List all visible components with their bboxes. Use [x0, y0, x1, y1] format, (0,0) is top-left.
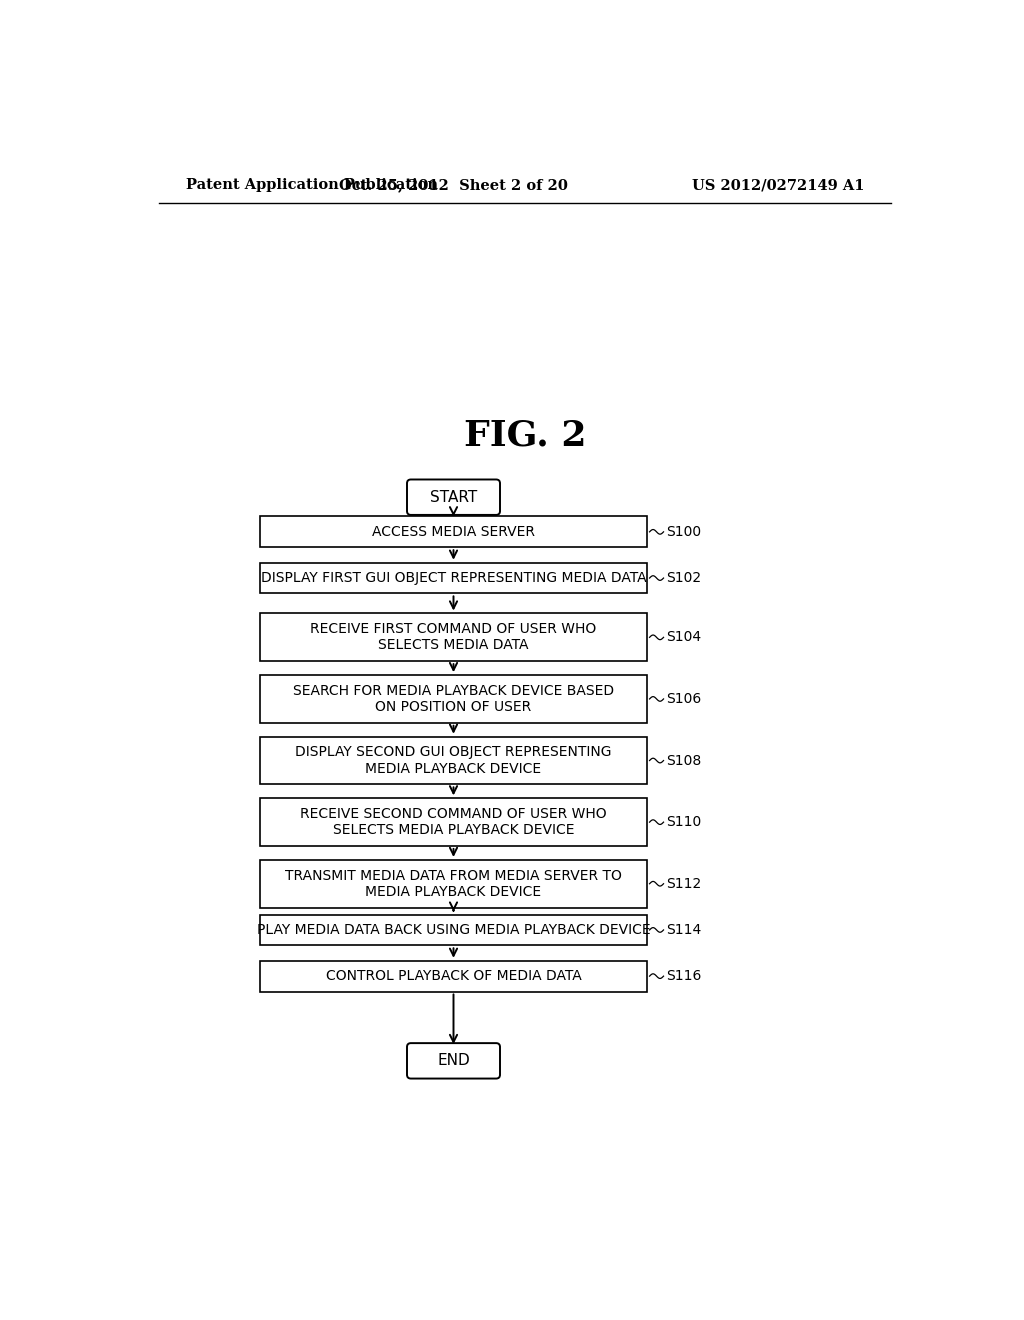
- Text: S114: S114: [666, 923, 701, 937]
- Text: Patent Application Publication: Patent Application Publication: [186, 178, 438, 193]
- Text: S108: S108: [666, 754, 701, 767]
- Text: START: START: [430, 490, 477, 504]
- Text: Oct. 25, 2012  Sheet 2 of 20: Oct. 25, 2012 Sheet 2 of 20: [339, 178, 568, 193]
- Text: S106: S106: [666, 692, 701, 706]
- Text: RECEIVE FIRST COMMAND OF USER WHO
SELECTS MEDIA DATA: RECEIVE FIRST COMMAND OF USER WHO SELECT…: [310, 622, 597, 652]
- FancyBboxPatch shape: [260, 562, 647, 594]
- Text: PLAY MEDIA DATA BACK USING MEDIA PLAYBACK DEVICE: PLAY MEDIA DATA BACK USING MEDIA PLAYBAC…: [257, 923, 650, 937]
- Text: FIG. 2: FIG. 2: [464, 418, 586, 453]
- FancyBboxPatch shape: [260, 859, 647, 908]
- Text: TRANSMIT MEDIA DATA FROM MEDIA SERVER TO
MEDIA PLAYBACK DEVICE: TRANSMIT MEDIA DATA FROM MEDIA SERVER TO…: [285, 869, 622, 899]
- Text: DISPLAY FIRST GUI OBJECT REPRESENTING MEDIA DATA: DISPLAY FIRST GUI OBJECT REPRESENTING ME…: [261, 572, 646, 585]
- Text: RECEIVE SECOND COMMAND OF USER WHO
SELECTS MEDIA PLAYBACK DEVICE: RECEIVE SECOND COMMAND OF USER WHO SELEC…: [300, 807, 607, 837]
- Text: S102: S102: [666, 572, 701, 585]
- FancyBboxPatch shape: [260, 799, 647, 846]
- Text: S110: S110: [666, 816, 701, 829]
- FancyBboxPatch shape: [407, 1043, 500, 1078]
- Text: S100: S100: [666, 525, 701, 539]
- Text: END: END: [437, 1053, 470, 1068]
- FancyBboxPatch shape: [260, 961, 647, 991]
- FancyBboxPatch shape: [260, 675, 647, 723]
- FancyBboxPatch shape: [260, 516, 647, 548]
- Text: ACCESS MEDIA SERVER: ACCESS MEDIA SERVER: [372, 525, 535, 539]
- FancyBboxPatch shape: [260, 915, 647, 945]
- FancyBboxPatch shape: [260, 737, 647, 784]
- Text: SEARCH FOR MEDIA PLAYBACK DEVICE BASED
ON POSITION OF USER: SEARCH FOR MEDIA PLAYBACK DEVICE BASED O…: [293, 684, 614, 714]
- Text: S112: S112: [666, 876, 701, 891]
- Text: S116: S116: [666, 969, 701, 983]
- FancyBboxPatch shape: [260, 614, 647, 661]
- Text: CONTROL PLAYBACK OF MEDIA DATA: CONTROL PLAYBACK OF MEDIA DATA: [326, 969, 582, 983]
- FancyBboxPatch shape: [407, 479, 500, 515]
- Text: US 2012/0272149 A1: US 2012/0272149 A1: [692, 178, 864, 193]
- Text: S104: S104: [666, 631, 701, 644]
- Text: DISPLAY SECOND GUI OBJECT REPRESENTING
MEDIA PLAYBACK DEVICE: DISPLAY SECOND GUI OBJECT REPRESENTING M…: [295, 746, 611, 776]
